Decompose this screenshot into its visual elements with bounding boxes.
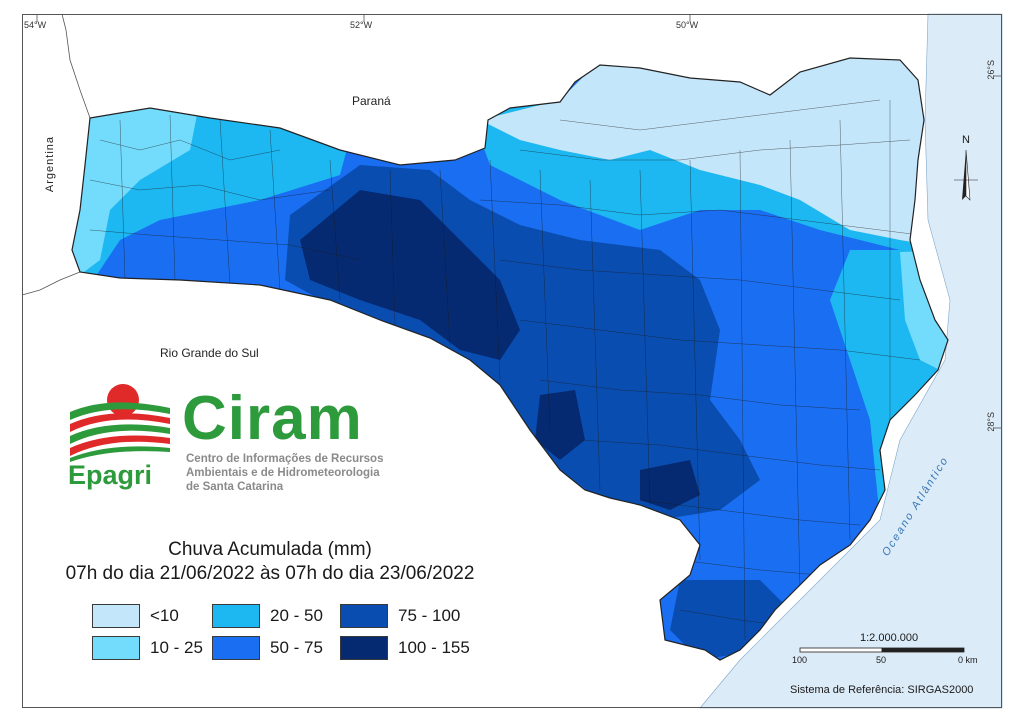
legend-swatch — [340, 604, 388, 628]
legend-item: 20 - 50 — [212, 604, 323, 628]
ocean-area — [699, 13, 1003, 709]
longitude-label-52w: 52°W — [350, 20, 373, 30]
class-100-155-core-south — [535, 390, 585, 460]
logo-ciram: Ciram — [182, 384, 363, 453]
scale-ratio: 1:2.000.000 — [860, 632, 919, 644]
logo-epagri: Epagri — [68, 460, 153, 490]
map-border — [22, 14, 1002, 708]
legend-item: <10 — [92, 604, 179, 628]
place-label-parana: Paraná — [352, 94, 391, 108]
scale-tick-label: 100 — [792, 655, 808, 665]
municipal-boundaries — [89, 99, 921, 641]
class-10-25-west — [72, 100, 200, 290]
latitude-label-28s: 28°S — [986, 412, 996, 432]
legend-label: 50 - 75 — [270, 638, 323, 657]
border-line-parana — [61, 13, 91, 119]
place-label-rio-grande-do-sul: Rio Grande do Sul — [160, 346, 259, 360]
legend-swatch — [92, 636, 140, 660]
legend-swatch — [212, 604, 260, 628]
class-lt10-north — [480, 58, 948, 250]
legend-item: 50 - 75 — [212, 636, 323, 660]
legend-title: Chuva Acumulada (mm) 07h do dia 21/06/20… — [40, 538, 500, 586]
legend-label: 20 - 50 — [270, 606, 323, 625]
logo-tagline: Centro de Informações de Recursos Ambien… — [186, 452, 383, 494]
legend-item: 75 - 100 — [340, 604, 460, 628]
logo-tagline-line: de Santa Catarina — [186, 481, 284, 493]
legend-title-line2: 07h do dia 21/06/2022 às 07h do dia 23/0… — [65, 563, 475, 584]
logo-tagline-line: Centro de Informações de Recursos — [186, 453, 384, 465]
class-100-155-core-east — [640, 460, 700, 510]
longitude-label-54w: 54°W — [24, 20, 47, 30]
reference-system: Sistema de Referência: SIRGAS2000 — [790, 684, 974, 696]
legend-swatch — [212, 636, 260, 660]
graticule-ticks — [36, 14, 1002, 429]
scale-tick-label: 0 km — [958, 655, 978, 665]
legend-label: <10 — [150, 606, 179, 625]
legend-item: 100 - 155 — [340, 636, 470, 660]
north-label: N — [962, 134, 970, 146]
legend-label: 75 - 100 — [398, 606, 461, 625]
legend-swatch — [92, 604, 140, 628]
legend-label: 100 - 155 — [398, 638, 470, 657]
scale-bar — [799, 647, 965, 653]
place-label-argentina: Argentina — [44, 136, 56, 193]
epagri-logo-icon — [70, 384, 170, 462]
latitude-label-26s: 26°S — [986, 60, 996, 80]
legend-title-line1: Chuva Acumulada (mm) — [168, 539, 372, 560]
legend-swatch — [340, 636, 388, 660]
longitude-label-50w: 50°W — [676, 20, 699, 30]
legend-item: 10 - 25 — [92, 636, 203, 660]
logo-tagline-line: Ambientais e de Hidrometeorologia — [186, 467, 380, 479]
class-100-155-core-west — [300, 190, 520, 360]
border-line-argentina — [21, 271, 81, 296]
north-arrow-icon — [954, 149, 978, 201]
legend-label: 10 - 25 — [150, 638, 203, 657]
scale-tick-label: 50 — [876, 655, 887, 665]
